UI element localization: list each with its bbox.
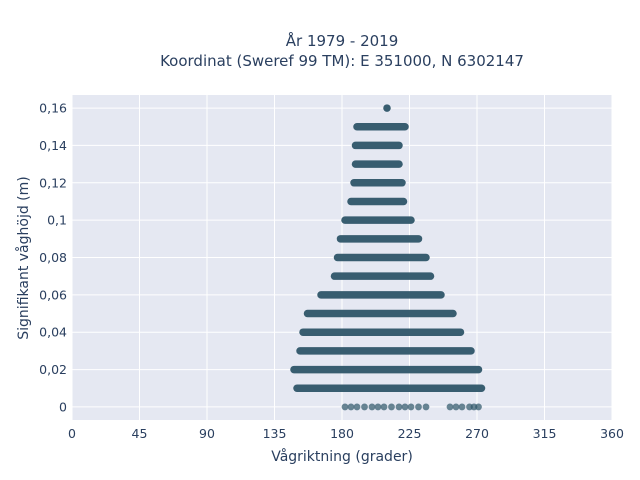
- data-point: [374, 403, 382, 411]
- data-point: [380, 403, 388, 411]
- data-point: [415, 403, 422, 411]
- y-tick-label: 0,12: [39, 175, 67, 190]
- x-tick-label: 135: [263, 426, 287, 441]
- data-point: [361, 403, 368, 411]
- data-point: [353, 403, 361, 411]
- data-point: [422, 403, 430, 411]
- data-point: [395, 403, 403, 411]
- y-tick-label: 0,14: [39, 138, 67, 153]
- x-tick-label: 225: [398, 426, 422, 441]
- data-point: [458, 403, 466, 411]
- y-tick-label: 0,06: [39, 287, 67, 302]
- data-point: [452, 403, 460, 411]
- x-tick-label: 270: [465, 426, 489, 441]
- x-axis-title: Vågriktning (grader): [271, 448, 413, 465]
- x-tick-label: 90: [199, 426, 215, 441]
- y-tick-label: 0,1: [47, 213, 67, 228]
- x-tick-label: 315: [533, 426, 557, 441]
- data-point: [388, 403, 395, 411]
- x-tick-label: 360: [600, 426, 624, 441]
- data-point: [407, 403, 415, 411]
- y-tick-label: 0,16: [39, 101, 67, 116]
- data-point: [475, 403, 482, 411]
- y-tick-label: 0,04: [39, 325, 67, 340]
- y-axis-title: Signifikant våghöjd (m): [15, 176, 32, 339]
- y-tick-label: 0,08: [39, 250, 67, 265]
- data-point: [368, 403, 376, 411]
- chart-title-line-1: År 1979 - 2019: [286, 31, 399, 50]
- data-points: [290, 104, 486, 411]
- y-tick-label: 0: [59, 399, 67, 414]
- data-point: [446, 403, 454, 411]
- data-point: [347, 403, 355, 411]
- chart-title-line-2: Koordinat (Sweref 99 TM): E 351000, N 63…: [160, 52, 524, 70]
- x-tick-label: 180: [330, 426, 354, 441]
- x-tick-label: 45: [132, 426, 148, 441]
- data-point: [401, 403, 409, 411]
- y-tick-label: 0,02: [39, 362, 67, 377]
- x-tick-label: 0: [68, 426, 76, 441]
- y-tick-labels: 0 0,02 0,04 0,06 0,08 0,1 0,12 0,14 0,16: [39, 101, 67, 415]
- x-tick-labels: 0 45 90 135 180 225 270 315 360: [68, 426, 624, 441]
- data-point: [341, 403, 349, 411]
